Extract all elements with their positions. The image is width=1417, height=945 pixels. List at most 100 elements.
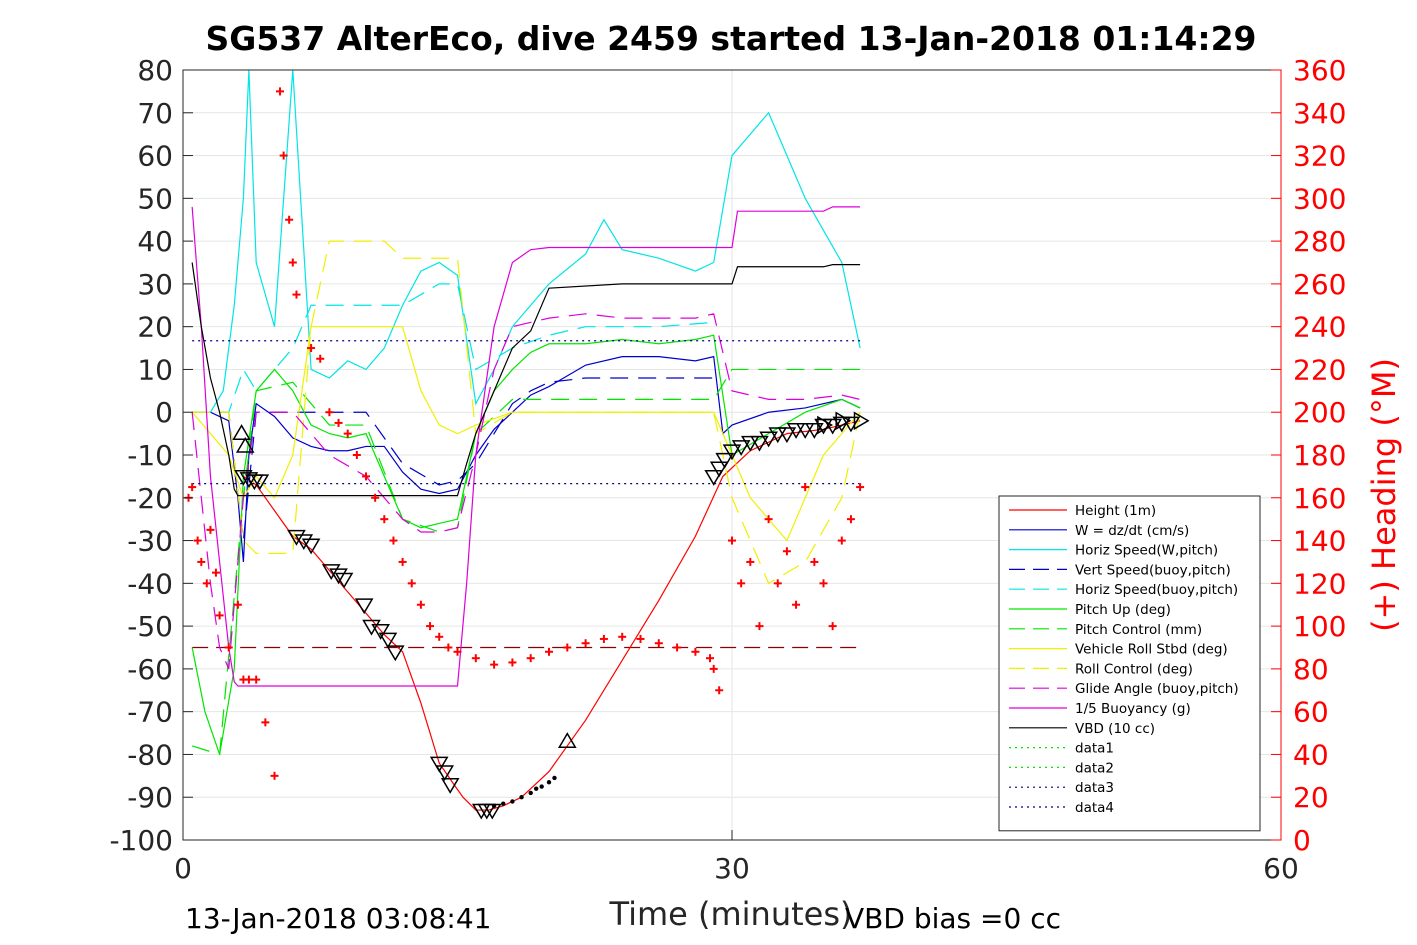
y-tick-label: 80 [137,54,173,87]
y2-tick-label: 280 [1293,225,1346,258]
triangle-down-marker [759,431,778,448]
footer-vbd-bias: VBD bias =0 cc [845,902,1061,935]
y-tick-label: -30 [127,525,173,558]
x-tick-label: 0 [174,852,192,885]
triangle-up-marker [557,732,577,748]
heading-point [764,515,773,524]
triangle-down-marker [334,572,354,589]
heading-point [270,771,279,780]
heading-point [599,634,608,643]
heading-point [435,632,444,641]
heading-points [184,87,865,780]
triangle-down-marker [740,435,760,452]
series-1-5-buoyancy-g- [191,206,861,687]
y2-tick-label: 100 [1293,610,1346,643]
heading-point [837,536,846,545]
triangle-down-marker [786,422,806,439]
y-tick-label: -70 [127,696,173,729]
triangle-down-marker [294,534,314,551]
heading-point [288,258,297,267]
heading-point [416,600,425,609]
heading-point [581,639,590,648]
y-tick-label: -100 [109,824,173,857]
triangle-down-marker [731,440,751,456]
y2-tick-label: 40 [1293,738,1329,771]
triangle-down-marker [709,461,729,478]
y2-tick-label: 20 [1293,781,1329,814]
triangle-down-marker [287,529,306,546]
legend-entry: Height (1m) [1075,503,1156,519]
heading-point [285,215,294,224]
y-tick-label: 40 [137,225,173,258]
y-tick-label: 70 [137,97,173,130]
dot-marker [533,786,539,791]
triangle-down-marker [471,803,491,820]
heading-point [706,654,715,663]
series-layer [191,70,861,811]
heading-point [810,557,819,566]
y2-tick-label: 0 [1293,824,1311,857]
legend-entry: Vehicle Roll Stbd (deg) [1075,642,1228,658]
series-horiz-speed-w-pitch- [192,70,861,413]
x-tick-label: 30 [714,852,750,885]
triangle-up-marker [232,424,251,440]
dot-marker [501,801,506,806]
y2-tick-label: 120 [1293,567,1346,600]
y2-tick-label: 60 [1293,696,1329,729]
heading-point [846,515,855,524]
heading-point [426,622,435,631]
heading-point [563,643,572,652]
y-tick-label: -90 [127,781,173,814]
heading-point [545,647,553,656]
triangle-down-marker [832,416,852,433]
heading-point [444,643,453,652]
heading-point [202,579,211,588]
y-tick-label: 10 [137,353,173,386]
triangle-down-marker [239,472,259,489]
triangle-down-marker [750,435,769,452]
dot-marker [546,780,552,785]
heading-point [453,647,462,656]
triangle-down-marker [777,427,797,444]
heading-point [325,408,334,417]
triangle-down-marker [301,538,321,555]
y-tick-label: 20 [137,311,173,344]
heading-point [206,525,215,534]
series-pitch-control-mm- [191,368,861,756]
heading-point [508,658,517,667]
heading-point [279,151,288,160]
legend-entry: Vert Speed(buoy,pitch) [1075,562,1231,578]
y-tick-label: -60 [127,653,173,686]
heading-point [352,451,361,459]
heading-point [709,664,718,673]
legend-entry: data2 [1075,760,1114,776]
y2-tick-label: 300 [1293,182,1346,215]
heading-point [389,536,398,545]
heading-point [792,600,801,609]
triangle-down-marker [362,619,381,636]
heading-point [737,579,746,588]
legend-entry: W = dz/dt (cm/s) [1075,523,1189,539]
series-glide-angle-buoy-pitch- [191,313,861,670]
triangle-right-marker [817,415,833,435]
y2-tick-label: 220 [1293,353,1346,386]
y2-tick-label: 360 [1293,54,1346,87]
heading-point [801,483,810,492]
series-horiz-speed-buoy-pitch- [192,283,714,413]
chart-title: SG537 AlterEco, dive 2459 started 13-Jan… [205,19,1256,58]
heading-point [407,579,416,588]
series-height-1m- [243,420,861,811]
legend-entry: data3 [1075,780,1114,796]
series-w-dz-dt-cm-s- [192,355,861,562]
y-tick-label: 30 [137,268,173,301]
triangle-down-marker [329,568,348,585]
legend-entry: Horiz Speed(W,pitch) [1075,543,1218,559]
y-tick-label: -80 [127,738,173,771]
triangle-right-marker [853,411,870,431]
heading-point [636,634,645,643]
heading-point [746,557,755,566]
dot-marker [491,803,497,808]
triangle-right-marker [835,411,852,431]
triangle-down-marker [321,564,341,580]
